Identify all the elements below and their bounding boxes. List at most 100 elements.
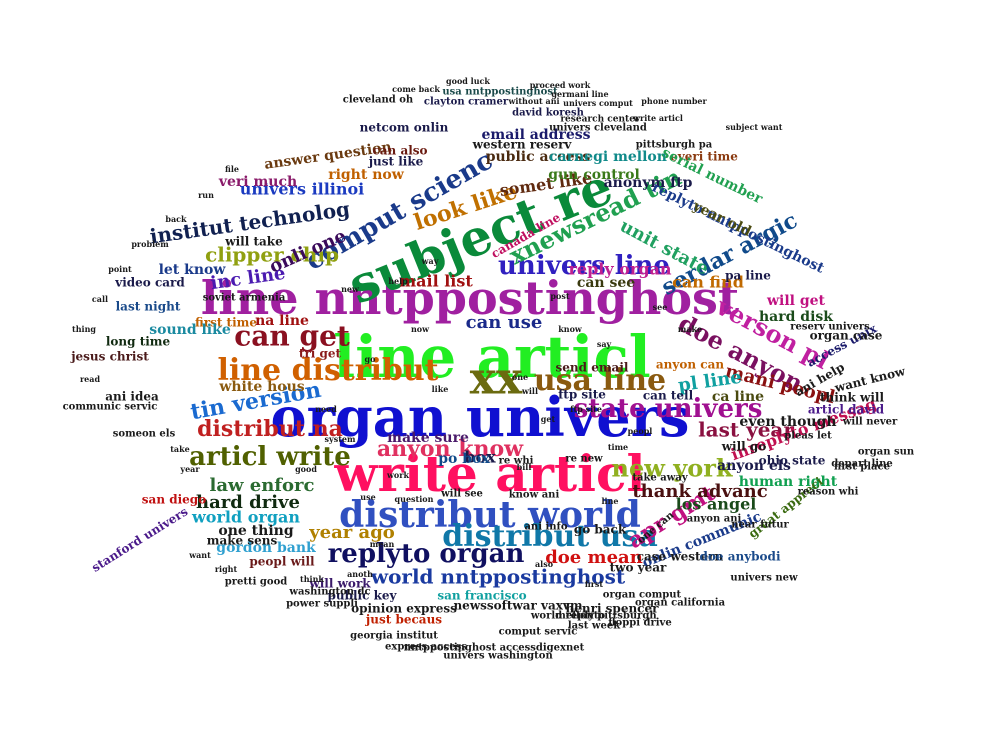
cloud-word: clayton cramer — [424, 97, 509, 108]
cloud-word: univers washington — [443, 651, 553, 662]
cloud-word: use — [360, 492, 375, 502]
cloud-word: organ california — [635, 598, 726, 609]
cloud-word: pleas let — [784, 431, 832, 442]
cloud-word: world nntppostinghost — [370, 565, 626, 589]
cloud-word: write articl — [632, 113, 683, 123]
cloud-word: ani info — [524, 522, 567, 533]
cloud-word: get — [541, 414, 556, 424]
cloud-word: ftp site — [558, 388, 606, 402]
cloud-word: will work — [308, 577, 371, 591]
cloud-word: articl david — [808, 403, 885, 417]
cloud-word: hard disk — [759, 309, 833, 325]
cloud-word: germani line — [551, 89, 608, 99]
cloud-word: anyon ani — [687, 514, 742, 525]
cloud-word: mellon pittsburgh — [555, 611, 657, 622]
cloud-word: call — [92, 294, 108, 304]
cloud-word: first time — [195, 316, 257, 330]
cloud-word: help — [388, 276, 408, 286]
cloud-word: po box — [438, 451, 490, 467]
cloud-word: everi time — [670, 150, 738, 164]
cloud-word: peopl — [628, 426, 653, 436]
cloud-word: need — [315, 404, 337, 414]
cloud-word: state univers — [574, 394, 763, 424]
cloud-word: phone number — [641, 96, 707, 106]
cloud-word: comput servic — [499, 627, 578, 638]
cloud-word: thing — [72, 324, 96, 334]
cloud-word: just becaus — [365, 613, 442, 627]
cloud-word: go — [365, 354, 377, 364]
cloud-word: even though — [739, 414, 836, 430]
cloud-word: file — [225, 164, 239, 174]
cloud-word: organ univers — [271, 385, 690, 449]
cloud-word: research center — [560, 115, 640, 125]
cloud-word: ani idea — [105, 390, 159, 404]
cloud-word: reserv univers — [790, 322, 870, 333]
cloud-word: good — [295, 464, 317, 474]
cloud-word: two year — [610, 561, 667, 575]
cloud-word: will — [521, 386, 538, 396]
cloud-word: usa line — [534, 363, 666, 398]
cloud-word: can get — [234, 320, 350, 353]
cloud-word: public key — [327, 589, 397, 603]
cloud-word: one thing — [218, 523, 293, 539]
cloud-word: world organ — [191, 508, 300, 527]
cloud-word: communic servic — [63, 402, 158, 413]
cloud-word: ftp site — [570, 404, 602, 414]
cloud-word: now — [411, 324, 430, 334]
cloud-word: cleveland oh — [343, 95, 414, 106]
cloud-word: point — [108, 264, 132, 274]
cloud-word: line distribut — [217, 353, 438, 388]
cloud-word: pittsburgh pa — [636, 140, 713, 151]
cloud-word: univers comput — [563, 98, 633, 108]
cloud-word: know — [558, 324, 583, 334]
cloud-word: go back — [574, 523, 627, 537]
cloud-word: univers new — [730, 573, 798, 584]
cloud-word: anyon know — [377, 436, 524, 462]
cloud-word: floppi drive — [608, 618, 671, 629]
cloud-word: first — [585, 579, 604, 589]
cloud-word: western reserv — [472, 138, 573, 152]
cloud-word: doe mean — [545, 547, 643, 568]
cloud-word: distribut na — [197, 416, 343, 442]
cloud-word: just like — [368, 155, 424, 169]
cloud-word: line articl — [333, 323, 651, 391]
cloud-word: question — [395, 494, 434, 504]
cloud-word: like — [432, 384, 449, 394]
cloud-word: washington dc — [288, 587, 370, 598]
cloud-word: will get — [766, 293, 826, 309]
cloud-word: say — [597, 339, 612, 349]
cloud-word: organ case — [810, 329, 883, 343]
cloud-word: jesus christ — [70, 350, 149, 364]
cloud-word: mail list — [399, 272, 473, 291]
cloud-word: long time — [106, 335, 171, 349]
cloud-word: world replyto — [530, 611, 606, 622]
cloud-word: san francisco — [437, 589, 526, 603]
cloud-word: see — [653, 302, 668, 312]
cloud-word: re whi — [499, 456, 534, 467]
cloud-word: email address — [482, 127, 591, 143]
cloud-word: make sure — [387, 430, 469, 446]
cloud-word: know ani — [509, 490, 560, 501]
cloud-word: univers illinoi — [240, 180, 365, 199]
cloud-word: distribut usa — [442, 519, 658, 554]
cloud-word: let know — [159, 262, 227, 278]
cloud-word: right — [215, 564, 238, 574]
cloud-word: make — [678, 324, 702, 334]
cloud-word: san diego — [142, 493, 206, 507]
cloud-word: back — [165, 214, 187, 224]
cloud-word: run — [198, 190, 214, 200]
cloud-word: time — [608, 442, 628, 452]
cloud-word: near futur — [731, 520, 789, 531]
cloud-word: one — [512, 372, 528, 382]
cloud-word: will see — [440, 489, 483, 500]
cloud-word: thank advanc — [632, 481, 767, 502]
cloud-word: univers cleveland — [549, 123, 647, 134]
cloud-word: will go — [721, 440, 767, 454]
cloud-word: last night — [116, 300, 181, 314]
cloud-word: think will — [820, 391, 884, 405]
cloud-word: netcom onlin — [360, 121, 449, 135]
cloud-word: line nntppostinghost — [201, 271, 740, 325]
cloud-word: soviet armenia — [203, 293, 286, 304]
cloud-word: proceed work — [530, 80, 591, 90]
